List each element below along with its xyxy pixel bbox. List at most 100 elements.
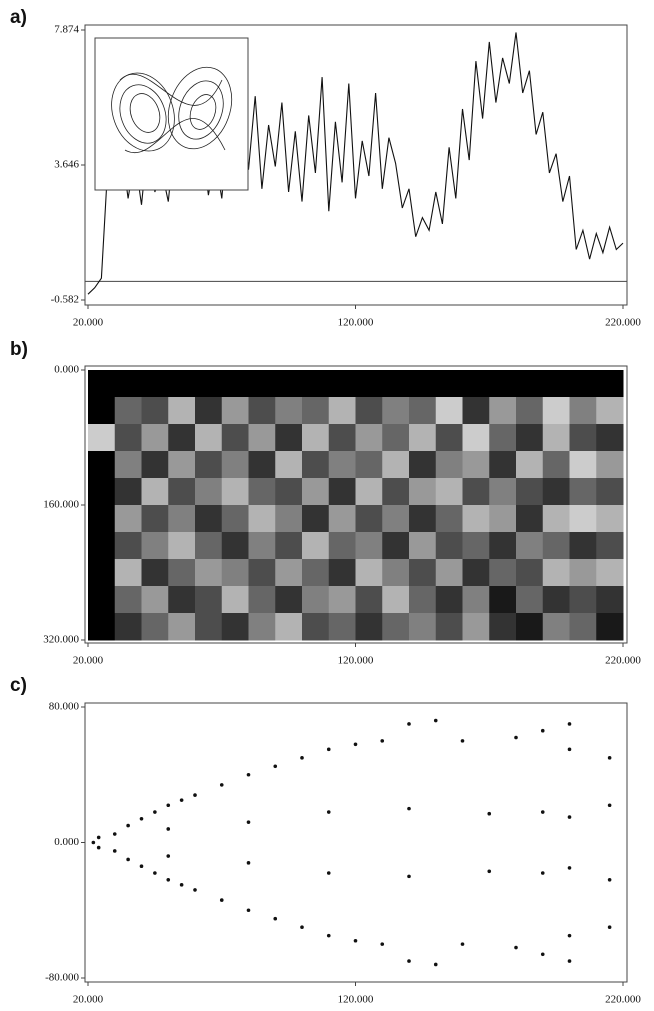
- heat-cell: [409, 424, 437, 452]
- scatter-point: [112, 849, 117, 853]
- scatter-point: [407, 959, 411, 963]
- heat-cell: [542, 370, 570, 398]
- y-tick-label: 320.000: [43, 634, 79, 646]
- heat-cell: [88, 478, 116, 506]
- x-tick-label: 120.000: [338, 317, 374, 329]
- y-tick-label: -80.000: [45, 972, 79, 984]
- heat-cell: [328, 370, 356, 398]
- heat-cell: [596, 451, 624, 479]
- heat-cell: [462, 613, 490, 641]
- heat-cell: [88, 370, 116, 398]
- scatter-point: [96, 835, 101, 840]
- heat-cell: [141, 586, 169, 614]
- heat-cell: [275, 613, 303, 641]
- heat-cell: [569, 370, 597, 398]
- heat-cell: [328, 532, 356, 560]
- scatter-point: [460, 942, 465, 946]
- heat-cell: [221, 370, 249, 398]
- heat-cell: [409, 451, 437, 479]
- heat-cell: [195, 397, 223, 425]
- heat-cell: [168, 505, 196, 533]
- heat-cell: [114, 370, 142, 398]
- heat-cell: [409, 532, 437, 560]
- heat-cell: [275, 532, 303, 560]
- heat-cell: [355, 613, 383, 641]
- heat-cell: [328, 613, 356, 641]
- heat-cell: [435, 586, 463, 614]
- heat-cell: [409, 613, 437, 641]
- heat-cell: [114, 424, 142, 452]
- heat-cell: [248, 586, 276, 614]
- heat-cell: [168, 613, 196, 641]
- heat-cell: [489, 451, 517, 479]
- scatter-point: [179, 798, 184, 802]
- scatter-point: [273, 916, 278, 921]
- heat-cell: [382, 613, 410, 641]
- scatter-point: [607, 756, 612, 760]
- heat-cell: [248, 532, 276, 560]
- x-tick-label: 20.000: [73, 994, 104, 1006]
- heat-cell: [409, 586, 437, 614]
- x-tick-label: 20.000: [73, 655, 104, 667]
- heat-cell: [302, 559, 330, 587]
- scatter-point: [567, 815, 572, 819]
- heat-cell: [141, 613, 169, 641]
- heat-cell: [435, 613, 463, 641]
- scatter-point: [433, 718, 438, 723]
- heat-cell: [302, 370, 330, 398]
- panel: b) 0.000 160.000 320.000 20.000 120.000 220.00…: [10, 339, 641, 667]
- heat-cell: [221, 613, 249, 641]
- scatter-point: [567, 959, 572, 963]
- heat-cell: [195, 586, 223, 614]
- scatter-point: [540, 728, 545, 733]
- heat-cell: [302, 397, 330, 425]
- heat-cell: [382, 586, 410, 614]
- heat-cell: [542, 397, 570, 425]
- heat-cell: [302, 505, 330, 533]
- heat-cell: [516, 424, 544, 452]
- scatter-point: [166, 827, 171, 831]
- scatter-point: [139, 864, 144, 869]
- heat-cell: [462, 478, 490, 506]
- scatter-point: [487, 869, 492, 874]
- heat-cell: [569, 586, 597, 614]
- heat-cell: [275, 586, 303, 614]
- heat-cell: [355, 397, 383, 425]
- heat-cell: [355, 478, 383, 506]
- heat-cell: [489, 559, 517, 587]
- heat-cell: [302, 532, 330, 560]
- scatter-point: [96, 845, 101, 850]
- heat-cell: [168, 478, 196, 506]
- heat-cell: [542, 424, 570, 452]
- scatter-point: [380, 942, 385, 946]
- heat-cell: [248, 478, 276, 506]
- heat-cell: [88, 505, 116, 533]
- heat-cell: [141, 559, 169, 587]
- scatter-point: [326, 933, 331, 938]
- scatter-point: [219, 898, 224, 902]
- scatter-point: [246, 820, 251, 824]
- heat-cell: [355, 559, 383, 587]
- heat-cell: [596, 559, 624, 587]
- scatter-point: [407, 806, 411, 811]
- heat-cell: [462, 532, 490, 560]
- scatter-point: [91, 840, 96, 845]
- scatter-point: [380, 739, 385, 743]
- heat-cell: [302, 586, 330, 614]
- scatter-point: [246, 772, 251, 777]
- heat-cell: [516, 478, 544, 506]
- heat-cell: [569, 424, 597, 452]
- heat-cell: [195, 451, 223, 479]
- heat-cell: [275, 559, 303, 587]
- heat-cell: [516, 532, 544, 560]
- scatter-point: [567, 722, 572, 726]
- scatter-point: [246, 861, 251, 865]
- scatter-point: [353, 938, 358, 943]
- heat-cell: [328, 586, 356, 614]
- heat-cell: [542, 559, 570, 587]
- scatter-point: [487, 811, 492, 816]
- heat-cell: [355, 370, 383, 398]
- heat-cell: [88, 397, 116, 425]
- scatter-point: [514, 735, 518, 740]
- heat-cell: [382, 397, 410, 425]
